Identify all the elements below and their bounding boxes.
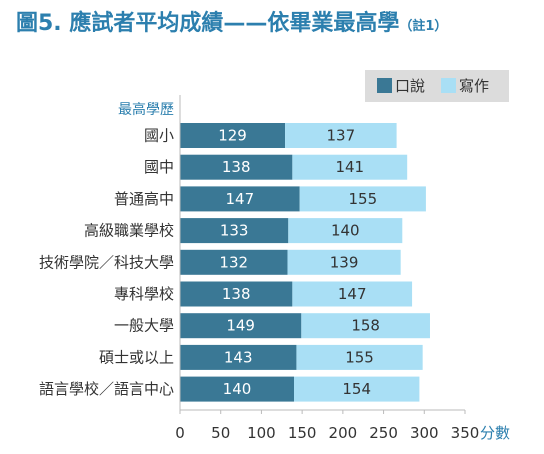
bar-speaking — [180, 154, 293, 180]
bar-writing — [287, 249, 401, 275]
data-label-writing: 147 — [338, 285, 367, 303]
x-axis: 0 50 100 150 200 250 300 350 — [175, 95, 479, 442]
bar-writing — [301, 313, 430, 339]
x-tick-label: 350 — [451, 424, 480, 442]
bar-speaking — [180, 186, 300, 212]
bar-speaking — [180, 313, 302, 339]
y-axis-label: 最高學歷 — [118, 101, 174, 118]
x-tick-label: 250 — [369, 424, 398, 442]
category-label: 國小 — [144, 127, 174, 145]
category-label: 碩士或以上 — [99, 348, 174, 366]
data-label-speaking: 143 — [224, 348, 253, 366]
category-label: 高級職業學校 — [84, 222, 174, 240]
data-label-writing: 141 — [335, 158, 364, 176]
bar-writing — [299, 186, 426, 212]
bar-writing — [292, 281, 413, 307]
bar-speaking — [180, 123, 286, 148]
bar-speaking — [180, 218, 289, 244]
bar-speaking — [180, 281, 293, 307]
x-tick-label: 0 — [175, 424, 185, 442]
category-label: 技術學院／科技大學 — [39, 253, 174, 271]
chart-title-note: （註1） — [399, 19, 448, 34]
data-label-writing: 158 — [351, 317, 380, 335]
x-tick-label: 300 — [410, 424, 439, 442]
bar-writing — [292, 154, 408, 180]
legend-item-writing-swatch — [441, 78, 456, 93]
bar-writing — [288, 218, 403, 244]
data-label-speaking: 132 — [219, 253, 248, 271]
x-tick-label: 150 — [288, 424, 317, 442]
data-label-speaking: 129 — [218, 127, 247, 145]
chart-title-text: 圖5. 應試者平均成績——依畢業最高學 — [16, 11, 400, 36]
bar-writing — [296, 344, 423, 370]
data-label-speaking: 138 — [222, 158, 251, 176]
category-label: 語言學校／語言中心 — [39, 380, 174, 398]
data-label-speaking: 149 — [226, 317, 255, 335]
category-label: 專科學校 — [114, 285, 174, 303]
bar-speaking — [180, 249, 288, 275]
category-label: 國中 — [144, 158, 174, 176]
bar-speaking — [180, 344, 297, 370]
data-label-writing: 139 — [330, 253, 359, 271]
x-tick-label: 100 — [247, 424, 276, 442]
legend-item-speaking-swatch — [377, 78, 392, 93]
data-label-speaking: 138 — [222, 285, 251, 303]
bar-speaking — [180, 376, 294, 402]
category-label: 一般大學 — [114, 317, 174, 335]
data-label-writing: 140 — [331, 222, 360, 240]
category-label: 普通高中 — [114, 190, 174, 208]
data-label-writing: 155 — [345, 348, 374, 366]
chart-title: 圖5. 應試者平均成績——依畢業最高學（註1） — [16, 8, 447, 43]
data-label-speaking: 133 — [220, 222, 249, 240]
data-label-speaking: 140 — [223, 380, 252, 398]
legend-item-writing-label: 寫作 — [459, 77, 489, 95]
data-label-writing: 154 — [342, 380, 371, 398]
x-axis-label: 分數 — [480, 424, 510, 442]
bars: 國小 129 137 國中 138 141 普通高中 147 155 高級職業學校 133 140 技術… — [39, 123, 430, 402]
data-label-writing: 137 — [327, 127, 356, 145]
x-tick-label: 50 — [211, 424, 230, 442]
x-tick-label: 200 — [329, 424, 358, 442]
bar-writing — [285, 123, 397, 148]
legend-item-speaking-label: 口說 — [395, 77, 425, 95]
legend: 口說 寫作 — [365, 70, 509, 102]
bar-writing — [294, 376, 420, 402]
data-label-writing: 155 — [348, 190, 377, 208]
data-label-speaking: 147 — [226, 190, 255, 208]
